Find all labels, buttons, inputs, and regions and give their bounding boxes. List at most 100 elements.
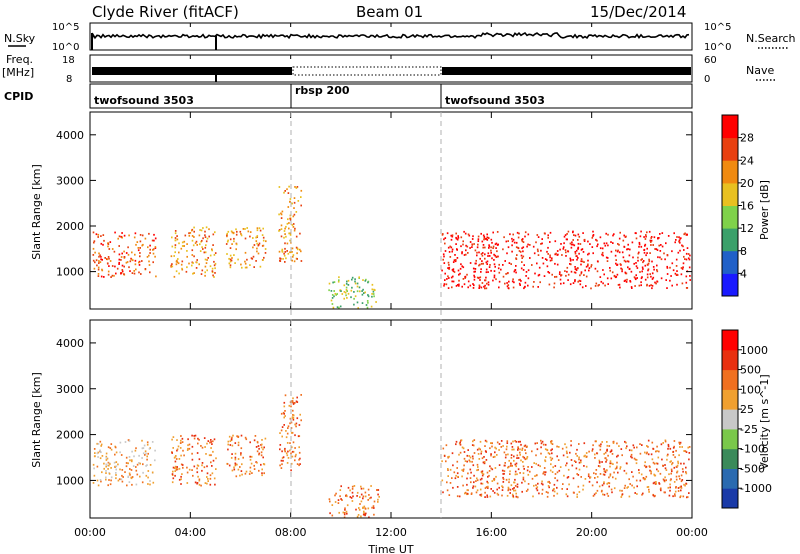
velocity-colorbar-tick-label-2: 100 (740, 383, 761, 396)
power-echo-cell-0 (144, 237, 147, 240)
power-echo-cell-1 (199, 229, 201, 231)
power-echo-cell-4 (492, 245, 495, 248)
velocity-echo-cell-1 (172, 447, 174, 449)
velocity-echo-cell-3 (284, 450, 286, 453)
velocity-echo-cell-2 (260, 446, 263, 449)
velocity-echo-cell-4 (564, 443, 566, 446)
velocity-echo-cell-0 (107, 484, 109, 487)
power-echo-cell-4 (496, 255, 498, 258)
velocity-echo-cell-1 (206, 476, 208, 478)
power-echo-cell-4 (680, 237, 682, 240)
velocity-echo-cell-4 (442, 447, 445, 450)
velocity-echo-cell-4 (642, 492, 644, 495)
nave-bottom-tick: 0 (704, 74, 710, 85)
power-colorbar-tick-label-4: 20 (740, 177, 754, 190)
velocity-ytick-label-1: 2000 (56, 429, 84, 442)
velocity-echo-cell-1 (194, 434, 197, 437)
power-echo-cell-0 (118, 235, 121, 238)
power-echo-cell-4 (535, 241, 537, 244)
power-echo-cell-4 (469, 262, 472, 264)
power-echo-cell-4 (469, 247, 471, 249)
velocity-echo-cell-4 (481, 477, 483, 480)
velocity-echo-cell-4 (487, 475, 489, 478)
power-echo-cell-4 (646, 247, 648, 250)
velocity-echo-cell-4 (650, 472, 652, 475)
velocity-echo-cell-4 (494, 446, 496, 449)
power-echo-cell-5 (331, 294, 334, 296)
velocity-echo-cell-2 (258, 452, 261, 455)
power-echo-cell-2 (247, 230, 250, 233)
velocity-echo-cell-5 (367, 488, 370, 491)
power-echo-cell-5 (362, 279, 364, 281)
velocity-echo-cell-2 (229, 440, 232, 442)
power-colorbar-swatch-2 (722, 228, 738, 252)
velocity-echo-cell-4 (609, 460, 612, 463)
power-echo-cell-4 (510, 263, 512, 265)
power-echo-cell-0 (138, 261, 140, 264)
nsky-left-top-tick: 10^5 (52, 22, 79, 33)
power-echo-cell-4 (481, 254, 484, 257)
power-echo-cell-2 (253, 244, 256, 246)
power-echo-cell-4 (592, 234, 595, 236)
velocity-echo-cell-4 (503, 470, 506, 472)
time-axis-ticks: 00:00 04:00 08:00 12:00 16:00 20:00 00:00 (74, 23, 708, 539)
velocity-echo-cell-4 (472, 440, 474, 443)
power-echo-cell-5 (335, 294, 337, 296)
power-echo-cell-5 (364, 279, 367, 282)
power-echo-cell-2 (241, 266, 243, 269)
power-echo-cell-5 (353, 297, 355, 300)
power-echo-cell-3 (289, 217, 291, 220)
velocity-colorbar-tick-label-7: -1000 (740, 482, 772, 495)
power-echo-cell-5 (354, 295, 357, 298)
velocity-echo-cell-4 (608, 485, 610, 488)
power-echo-cell-4 (676, 236, 678, 238)
power-echo-cell-2 (237, 258, 239, 261)
velocity-echo-cell-4 (613, 471, 615, 474)
power-echo-cell-4 (569, 283, 572, 286)
power-echo-cell-0 (96, 264, 98, 267)
velocity-echo-cell-3 (290, 462, 293, 465)
power-echo-cell-2 (256, 247, 258, 250)
power-echo-cell-1 (202, 248, 204, 250)
power-echo-cell-0 (120, 272, 122, 275)
velocity-echo-cell-4 (652, 461, 655, 464)
power-echo-cell-4 (645, 235, 647, 238)
power-echo-cell-4 (502, 275, 505, 278)
velocity-echo-cell-2 (260, 454, 263, 457)
velocity-echo-cell-4 (500, 440, 503, 442)
power-echo-cell-4 (523, 287, 525, 290)
power-echo-cell-4 (627, 243, 629, 246)
velocity-echo-cell-0 (96, 479, 99, 482)
power-echo-cell-3 (281, 250, 284, 253)
velocity-echo-cell-2 (240, 470, 243, 472)
velocity-echo-cell-4 (580, 461, 582, 464)
velocity-echo-cell-3 (298, 446, 300, 449)
power-echo-cell-4 (561, 254, 563, 256)
velocity-echo-cell-4 (469, 460, 471, 463)
power-echo-cell-5 (351, 286, 353, 289)
power-echo-cell-4 (580, 258, 583, 260)
xtick-label-5: 20:00 (576, 526, 608, 539)
power-echo-cell-5 (361, 302, 364, 304)
power-echo-cell-4 (442, 258, 444, 261)
velocity-echo-cell-4 (474, 485, 477, 488)
power-echo-cell-4 (451, 286, 453, 289)
power-echo-cell-4 (458, 284, 460, 287)
power-echo-cell-0 (102, 234, 105, 236)
velocity-echo-cell-2 (234, 462, 237, 465)
power-echo-cell-4 (628, 268, 631, 270)
power-echo-cell-2 (228, 262, 231, 265)
power-echo-cell-5 (339, 305, 342, 308)
velocity-echo-cell-4 (630, 449, 633, 452)
power-echo-cell-4 (442, 253, 445, 256)
power-echo-cell-4 (689, 254, 691, 257)
velocity-echo-cell-3 (280, 467, 283, 469)
power-echo-cell-4 (643, 251, 646, 254)
power-echo-cell-1 (171, 265, 174, 268)
velocity-echo-cell-4 (507, 489, 509, 492)
power-echo-cell-4 (480, 271, 482, 273)
power-echo-cell-4 (670, 275, 672, 277)
velocity-echo-cell-1 (188, 468, 191, 471)
velocity-echo-cell-4 (587, 473, 590, 476)
velocity-echo-cell-4 (551, 443, 554, 445)
